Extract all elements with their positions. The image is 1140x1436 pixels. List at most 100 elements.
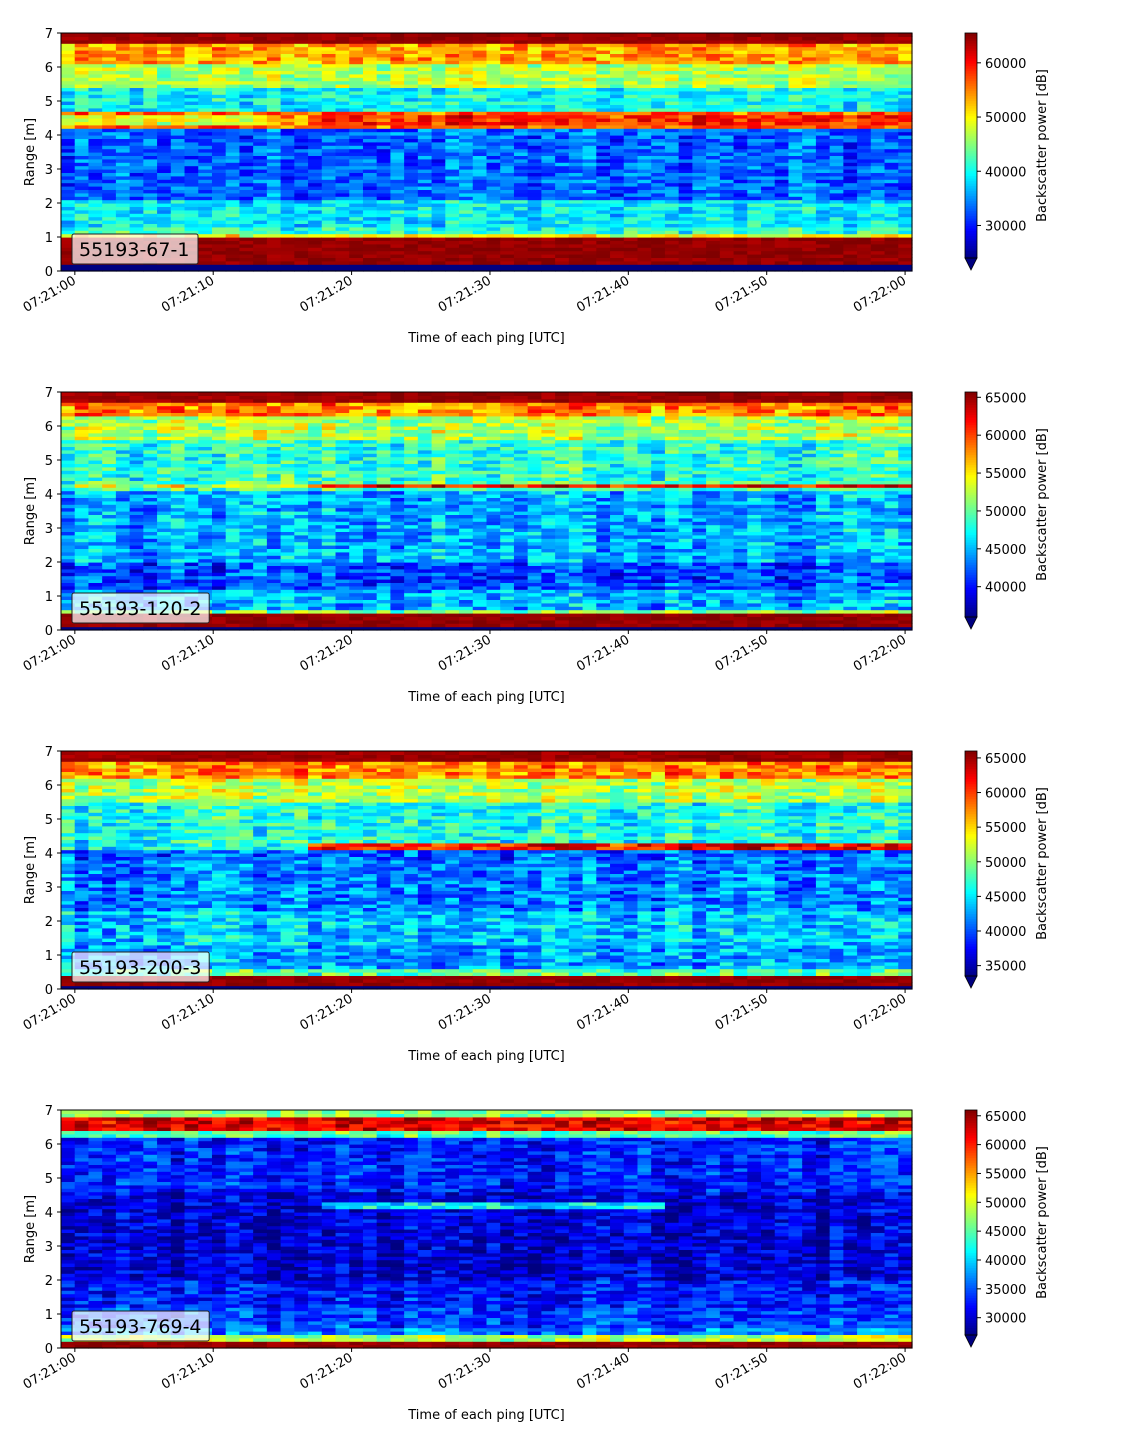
heatmap-cell [170, 203, 186, 207]
heatmap-cell [623, 213, 639, 218]
heatmap-cell [308, 60, 323, 65]
heatmap-cell [184, 145, 199, 150]
heatmap-cell [637, 169, 652, 173]
heatmap-cell [376, 220, 392, 224]
heatmap-cell [280, 189, 295, 194]
heatmap-cell [294, 114, 309, 119]
heatmap-cell [184, 33, 199, 37]
heatmap-cell [88, 192, 103, 197]
heatmap-cell [390, 104, 405, 109]
heatmap-cell [610, 172, 625, 177]
heatmap-cell [500, 179, 515, 184]
heatmap-cell [500, 87, 515, 92]
heatmap-cell [61, 504, 76, 509]
heatmap-cell [184, 36, 199, 41]
heatmap-cell [486, 186, 501, 190]
heatmap-cell [719, 165, 735, 170]
heatmap-cell [404, 53, 419, 58]
heatmap-cell [459, 63, 474, 68]
heatmap-cell [706, 199, 721, 204]
heatmap-cell [266, 94, 282, 99]
heatmap-cell [610, 114, 625, 119]
heatmap-cell [610, 60, 625, 65]
heatmap-cell [280, 186, 295, 190]
heatmap-cell [239, 128, 254, 133]
heatmap-cell [143, 46, 158, 51]
heatmap-cell [266, 179, 282, 184]
heatmap-cell [266, 206, 282, 211]
heatmap-cell [431, 131, 446, 136]
heatmap-cell [253, 169, 268, 173]
heatmap-cell [88, 165, 103, 170]
heatmap-cell [774, 199, 790, 204]
heatmap-cell [157, 84, 172, 88]
heatmap-cell [115, 209, 131, 214]
heatmap-cell [431, 243, 446, 248]
heatmap-cell [555, 73, 570, 78]
heatmap-cell [225, 196, 241, 201]
heatmap-cell [239, 243, 254, 248]
heatmap-cell [678, 182, 693, 187]
heatmap-cell [321, 199, 337, 204]
heatmap-cell [74, 165, 90, 170]
heatmap-cell [541, 148, 556, 153]
heatmap-cell [143, 209, 158, 214]
heatmap-cell [829, 199, 844, 204]
colorbar-step [965, 33, 977, 37]
heatmap-cell [88, 453, 103, 458]
heatmap-cell [774, 131, 790, 136]
heatmap-cell [157, 209, 172, 214]
heatmap-cell [390, 90, 405, 95]
heatmap-cell [555, 169, 570, 173]
heatmap-cell [198, 260, 213, 265]
heatmap-cell [115, 162, 131, 167]
heatmap-cell [431, 56, 446, 61]
heatmap-cell [459, 107, 474, 112]
heatmap-cell [568, 101, 584, 105]
heatmap-cell [115, 152, 131, 156]
heatmap-cell [239, 67, 254, 71]
heatmap-cell [61, 138, 76, 143]
heatmap-cell [610, 131, 625, 136]
heatmap-cell [623, 162, 639, 167]
heatmap-cell [513, 50, 529, 54]
heatmap-cell [253, 124, 268, 129]
heatmap-cell [486, 87, 501, 92]
heatmap-cell [568, 107, 584, 112]
heatmap-cell [61, 148, 76, 153]
heatmap-cell [170, 165, 186, 170]
heatmap-cell [472, 196, 488, 201]
heatmap-cell [568, 148, 584, 153]
heatmap-cell [294, 90, 309, 95]
heatmap-cell [623, 172, 639, 177]
heatmap-cell [157, 97, 172, 102]
heatmap-cell [582, 70, 597, 75]
heatmap-cell [61, 107, 76, 112]
heatmap-cell [184, 192, 199, 197]
heatmap-cell [88, 152, 103, 156]
heatmap-cell [157, 179, 172, 184]
heatmap-cell [898, 264, 913, 269]
heatmap-cell [445, 36, 460, 41]
heatmap-cell [541, 175, 556, 180]
heatmap-cell [376, 104, 392, 109]
heatmap-cell [129, 223, 144, 228]
heatmap-cell [513, 101, 529, 105]
heatmap-cell [390, 36, 405, 41]
heatmap-cell [390, 179, 405, 184]
heatmap-cell [362, 87, 378, 92]
heatmap-cell [184, 80, 199, 85]
heatmap-cell [527, 118, 543, 122]
heatmap-cell [582, 257, 597, 262]
heatmap-cell [623, 240, 639, 245]
heatmap-cell [376, 138, 392, 143]
heatmap-cell [527, 53, 543, 58]
heatmap-cell [253, 50, 268, 54]
heatmap-cell [129, 165, 144, 170]
heatmap-cell [431, 39, 446, 44]
heatmap-cell [294, 73, 309, 78]
heatmap-cell [472, 264, 488, 269]
heatmap-cell [459, 223, 474, 228]
heatmap-cell [486, 131, 501, 136]
heatmap-cell [239, 240, 254, 245]
